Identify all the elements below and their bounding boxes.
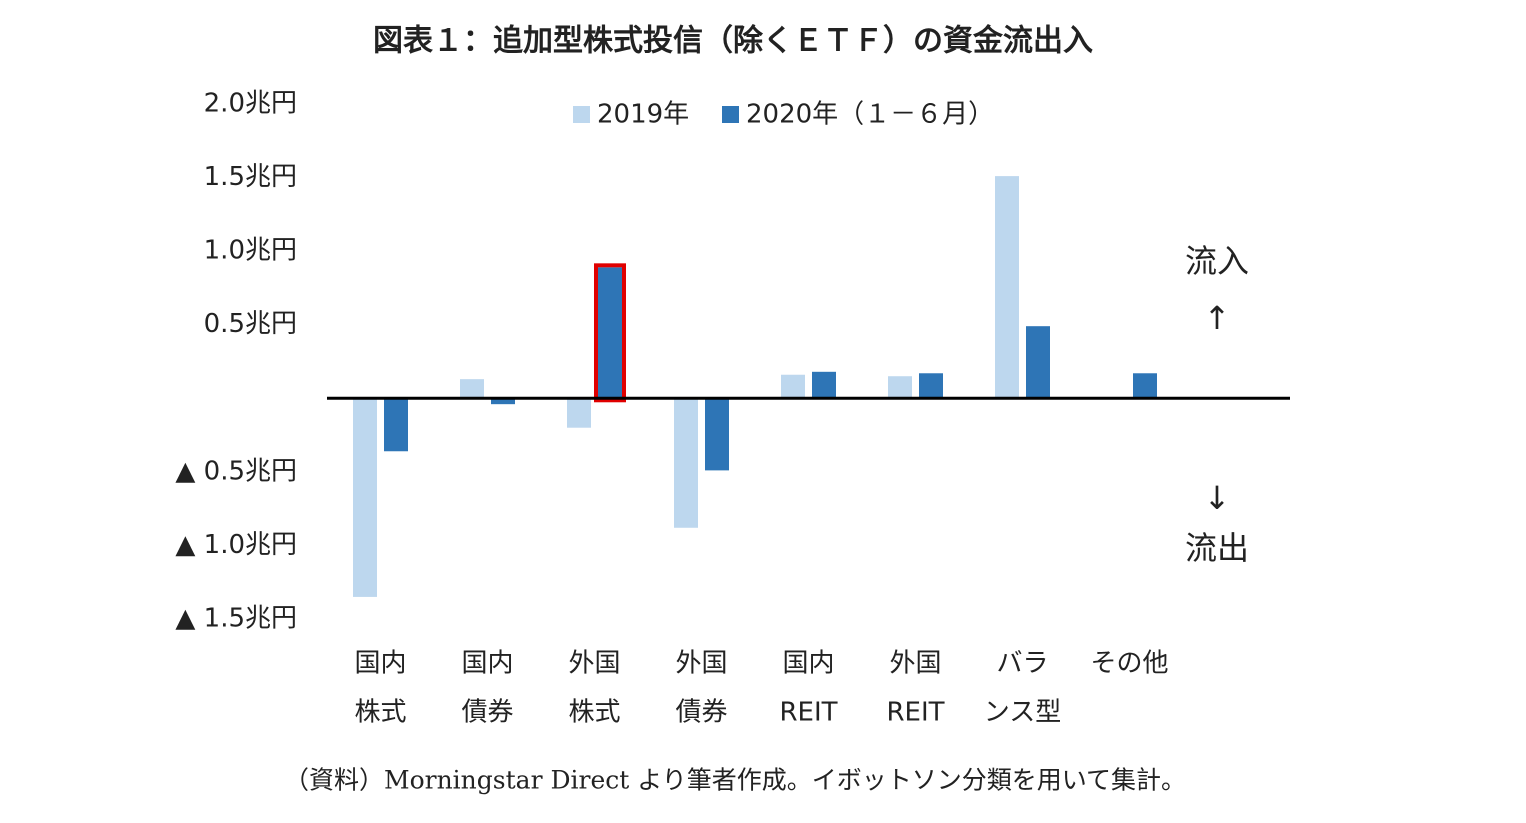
x-tick-label: 株式 xyxy=(354,698,406,728)
legend-label: 2019年 xyxy=(597,100,689,130)
bar xyxy=(460,379,484,399)
bar xyxy=(353,398,377,597)
x-tick-label: 外国 xyxy=(568,649,620,679)
bar xyxy=(567,398,591,428)
bar xyxy=(995,176,1019,399)
annotation: ↑ xyxy=(1204,299,1231,337)
y-tick-label: 0.5兆円 xyxy=(204,309,297,339)
legend-swatch xyxy=(722,106,739,123)
bar xyxy=(781,374,805,399)
legend-label: 2020年（１－６月） xyxy=(746,100,994,130)
x-tick-label: その他 xyxy=(1090,649,1168,679)
bar xyxy=(919,373,943,399)
bar xyxy=(888,376,912,399)
bar xyxy=(1133,373,1157,399)
y-tick-label: ▲ 1.0兆円 xyxy=(175,530,297,560)
legend-swatch xyxy=(573,106,590,123)
x-tick-label: REIT xyxy=(779,698,837,728)
x-tick-label: 国内 xyxy=(782,649,834,679)
annotation: ↓ xyxy=(1204,479,1231,517)
bar xyxy=(812,371,836,399)
y-tick-label: ▲ 0.5兆円 xyxy=(175,456,297,486)
bar xyxy=(674,398,698,528)
x-tick-label: 国内 xyxy=(461,649,513,679)
x-tick-label: 国内 xyxy=(354,649,406,679)
annotation: 流出 xyxy=(1185,529,1249,567)
y-tick-label: ▲ 1.5兆円 xyxy=(175,604,297,634)
bar xyxy=(384,398,408,452)
bar xyxy=(1026,326,1050,399)
x-tick-label: 外国 xyxy=(889,649,941,679)
x-tick-label: バラ xyxy=(996,649,1048,679)
y-tick-label: 1.0兆円 xyxy=(204,236,297,266)
y-tick-label: 1.5兆円 xyxy=(204,162,297,192)
x-tick-label: 外国 xyxy=(675,649,727,679)
bar xyxy=(598,267,622,399)
bar xyxy=(491,398,515,405)
highlight-box xyxy=(594,263,626,403)
x-tick-label: ンス型 xyxy=(984,698,1061,728)
x-tick-label: 債券 xyxy=(675,698,727,728)
chart-title: 図表１：追加型株式投信（除くＥＴＦ）の資金流出入 xyxy=(373,24,1093,59)
source-note: （資料）Morningstar Direct より筆者作成。イボットソン分類を用… xyxy=(284,766,1186,795)
bar xyxy=(705,398,729,471)
x-tick-label: 株式 xyxy=(568,698,620,728)
annotation: 流入 xyxy=(1185,242,1249,280)
x-tick-label: 債券 xyxy=(461,698,513,728)
x-tick-label: REIT xyxy=(886,698,944,728)
y-tick-label: 2.0兆円 xyxy=(204,89,297,119)
